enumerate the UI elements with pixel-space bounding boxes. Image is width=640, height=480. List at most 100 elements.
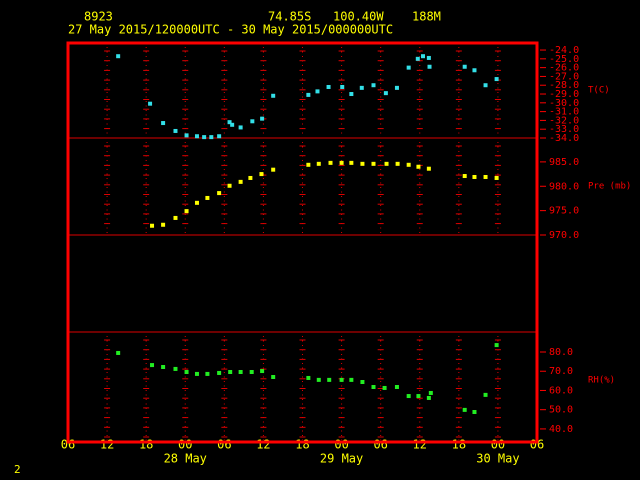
data-point [340, 84, 345, 89]
data-point [328, 160, 333, 165]
data-point [494, 77, 499, 82]
y-tick-label: -34.0 [549, 133, 579, 144]
y-tick-label: -25.0 [549, 54, 579, 65]
y-tick-label: -29.0 [549, 89, 579, 100]
data-point [161, 121, 166, 126]
data-point [184, 370, 189, 374]
x-tick-label: 12 [100, 438, 114, 452]
y-tick-label: 980.0 [549, 181, 579, 192]
data-point [184, 209, 189, 214]
data-point [173, 215, 178, 220]
data-point [428, 390, 433, 395]
data-point [248, 175, 253, 180]
data-point [339, 160, 344, 165]
y-tick-label: -27.0 [549, 71, 579, 82]
y-axis-label: T(C) [588, 86, 610, 96]
latitude: 74.85S [268, 10, 311, 24]
y-tick-label: -28.0 [549, 80, 579, 91]
data-point [150, 223, 155, 228]
x-tick-label: 18 [452, 438, 466, 452]
data-point [360, 380, 365, 384]
y-tick-label: -33.0 [549, 124, 579, 135]
data-point [327, 377, 332, 382]
data-point [260, 116, 265, 121]
data-point [462, 174, 467, 179]
y-tick-label: 80.0 [549, 347, 573, 358]
y-tick-label: -26.0 [549, 63, 579, 74]
data-point [306, 162, 311, 167]
data-point [384, 161, 389, 166]
data-point [148, 101, 153, 106]
data-point [462, 407, 467, 412]
data-point [416, 164, 421, 169]
x-tick-label: 18 [139, 438, 153, 452]
data-point [227, 183, 232, 188]
data-point [260, 369, 265, 374]
data-point [421, 54, 426, 59]
data-point [326, 84, 331, 89]
y-tick-label: -30.0 [549, 98, 579, 109]
data-point [416, 394, 421, 399]
data-point [161, 365, 166, 369]
data-point [194, 134, 199, 139]
data-point [462, 64, 467, 69]
data-point [184, 133, 189, 138]
data-point [415, 56, 420, 61]
data-point [238, 125, 243, 130]
x-tick-label: 18 [295, 438, 309, 452]
data-point [406, 394, 411, 399]
data-point [406, 65, 411, 70]
data-point [259, 172, 264, 177]
date-label: 29 May [320, 452, 363, 466]
data-point [194, 371, 199, 376]
y-tick-label: 60.0 [549, 385, 573, 396]
station-id: 8923 [84, 10, 113, 24]
data-point [271, 375, 276, 379]
x-tick-label: 06 [217, 438, 231, 452]
data-point [472, 174, 477, 179]
y-tick-label: 70.0 [549, 366, 573, 377]
y-tick-label: 985.0 [549, 157, 579, 168]
data-point [360, 161, 365, 166]
data-point [238, 179, 243, 184]
y-axis-label: RH(%) [588, 376, 615, 386]
data-point [316, 377, 321, 382]
data-point [217, 370, 222, 375]
data-point [116, 350, 121, 355]
data-point [173, 128, 178, 133]
data-point [394, 385, 399, 389]
data-point [202, 135, 207, 140]
data-point [116, 54, 121, 59]
data-point [382, 385, 387, 390]
data-point [205, 195, 210, 200]
data-point [271, 167, 276, 172]
data-point [315, 89, 320, 94]
data-point [173, 366, 178, 371]
data-point [371, 385, 376, 389]
x-tick-label: 00 [334, 438, 348, 452]
data-point [249, 370, 254, 374]
data-point [483, 392, 488, 397]
data-point [406, 162, 411, 167]
y-tick-label: 40.0 [549, 424, 573, 435]
data-point [349, 92, 354, 97]
page-number: 2 [14, 463, 21, 476]
data-point [205, 371, 210, 376]
data-point [383, 91, 388, 96]
data-point [472, 410, 477, 414]
data-point [161, 222, 166, 227]
y-tick-label: -24.0 [549, 45, 579, 56]
data-point [228, 370, 233, 374]
x-tick-label: 00 [491, 438, 505, 452]
data-point [426, 55, 431, 60]
data-point [217, 191, 222, 196]
date-label: 30 May [476, 452, 519, 466]
data-point [427, 64, 432, 69]
data-point [395, 161, 400, 166]
data-point [426, 395, 431, 400]
y-tick-label: 970.0 [549, 230, 579, 241]
data-point [494, 175, 499, 180]
frame [66, 41, 539, 444]
data-point [230, 122, 235, 127]
